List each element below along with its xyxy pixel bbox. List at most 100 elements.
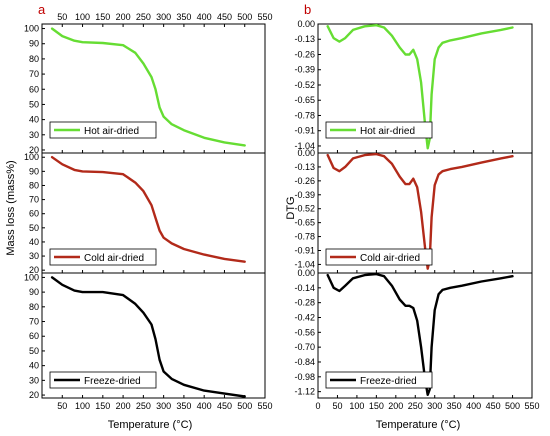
- legend-box: [49, 371, 157, 389]
- y-tick-label: -0.42: [294, 312, 315, 322]
- x-tick-label: 450: [217, 401, 232, 411]
- x-tick-label: 250: [408, 401, 423, 411]
- panel-a-freeze-dried: 20 30 40 50 60 70 80 90 100 50 100 150 200 250 300 350 4…: [24, 272, 273, 411]
- series-line-b-cold-air-dried: [326, 152, 514, 270]
- x-tick-label: 250: [136, 401, 151, 411]
- panel-a-hot-air-dried: 20 30 40 50 60 70 80 90 100 50 100 150 200 250 300 350 4…: [24, 12, 273, 155]
- y-tick-label: 20: [29, 145, 39, 155]
- x-tick-label: 100: [75, 401, 90, 411]
- x-tick-label: 400: [197, 401, 212, 411]
- x-tick-label: 500: [237, 401, 252, 411]
- y-tick-label: -0.70: [294, 342, 315, 352]
- y-tick-label: 60: [29, 331, 39, 341]
- legend-box: [325, 248, 433, 266]
- x-tick-label: 200: [388, 401, 403, 411]
- legend-box: [325, 371, 433, 389]
- x-tick-label: 300: [156, 401, 171, 411]
- y-tick-label: 30: [29, 251, 39, 261]
- y-tick-label: 40: [29, 115, 39, 125]
- plot-frame: [317, 272, 533, 399]
- x-tick-label-top: 400: [197, 12, 212, 22]
- x-tick-label: 350: [176, 401, 191, 411]
- right-y-axis-title: DTG: [285, 196, 297, 219]
- y-tick-label: -0.39: [294, 190, 315, 200]
- x-tick-label: 550: [257, 401, 272, 411]
- y-tick-label: 0.00: [297, 148, 315, 158]
- y-tick-label: 0.00: [297, 268, 315, 278]
- x-tick-label: 50: [57, 401, 67, 411]
- y-tick-label: 70: [29, 195, 39, 205]
- y-tick-label: -0.65: [294, 218, 315, 228]
- panel-b-cold-air-dried: 0.00 -0.13 -0.26 -0.39 -0.52 -0.65 -0.78 -0.91 -…: [294, 148, 533, 274]
- x-tick-label: 450: [486, 401, 501, 411]
- x-tick-label-top: 550: [257, 12, 272, 22]
- y-tick-label: 100: [24, 24, 39, 34]
- y-tick-label: -0.26: [294, 49, 315, 59]
- y-tick-label: 60: [29, 84, 39, 94]
- legend-label: Freeze-dried: [84, 376, 141, 387]
- legend-box: [49, 248, 157, 266]
- y-tick-label: 40: [29, 361, 39, 371]
- y-tick-label: -0.26: [294, 176, 315, 186]
- x-tick-label-top: 50: [57, 12, 67, 22]
- x-tick-label: 200: [116, 401, 131, 411]
- x-tick-label-top: 100: [75, 12, 90, 22]
- y-tick-label: -0.65: [294, 95, 315, 105]
- y-tick-label: 70: [29, 317, 39, 327]
- y-tick-label: -0.13: [294, 162, 315, 172]
- series-line-a-cold-air-dried: [50, 155, 246, 263]
- y-tick-label: -0.78: [294, 232, 315, 242]
- y-tick-label: 60: [29, 209, 39, 219]
- left-x-axis-title: Temperature (°C): [108, 419, 192, 431]
- x-tick-label: 150: [95, 401, 110, 411]
- x-tick-label: 550: [524, 401, 539, 411]
- x-tick-label-top: 350: [176, 12, 191, 22]
- left-y-axis-title: Mass loss (mass%): [5, 160, 17, 255]
- y-tick-label: 90: [29, 39, 39, 49]
- legend-label: Cold air-dried: [84, 253, 144, 264]
- y-tick-label: 30: [29, 130, 39, 140]
- x-tick-label-top: 500: [237, 12, 252, 22]
- x-tick-label-top: 450: [217, 12, 232, 22]
- y-tick-label: -0.52: [294, 80, 315, 90]
- panel-b-hot-air-dried: 0.00 -0.13 -0.26 -0.39 -0.52 -0.65 -0.78 -0.91 -…: [294, 19, 533, 154]
- y-tick-label: -0.56: [294, 327, 315, 337]
- right-x-axis-title: Temperature (°C): [376, 419, 460, 431]
- y-tick-label: -0.13: [294, 34, 315, 44]
- y-tick-label: -0.78: [294, 110, 315, 120]
- legend-label: Hot air-dried: [360, 126, 415, 137]
- y-tick-label: 50: [29, 99, 39, 109]
- y-tick-label: 70: [29, 69, 39, 79]
- y-tick-label: 80: [29, 302, 39, 312]
- x-tick-label: 300: [427, 401, 442, 411]
- series-line-b-hot-air-dried: [326, 24, 514, 150]
- legend-box: [325, 121, 433, 139]
- x-tick-label-top: 200: [116, 12, 131, 22]
- y-tick-label: -1.04: [294, 141, 315, 151]
- x-tick-label: 150: [369, 401, 384, 411]
- x-tick-label-top: 150: [95, 12, 110, 22]
- y-tick-label: -0.28: [294, 298, 315, 308]
- y-tick-label: 20: [29, 265, 39, 275]
- y-tick-label: 100: [24, 152, 39, 162]
- legend-label: Freeze-dried: [360, 376, 417, 387]
- x-tick-label-top: 250: [136, 12, 151, 22]
- y-tick-label: 30: [29, 375, 39, 385]
- series-line-a-hot-air-dried: [50, 27, 246, 147]
- legend-label: Hot air-dried: [84, 126, 139, 137]
- y-tick-label: 20: [29, 390, 39, 400]
- y-tick-label: 40: [29, 237, 39, 247]
- y-tick-label: -0.91: [294, 246, 315, 256]
- y-tick-label: -1.04: [294, 259, 315, 269]
- y-tick-label: 50: [29, 346, 39, 356]
- x-tick-label-top: 300: [156, 12, 171, 22]
- y-tick-label: -0.39: [294, 65, 315, 75]
- y-tick-label: -1.12: [294, 387, 315, 397]
- y-tick-label: -0.52: [294, 204, 315, 214]
- y-tick-label: 50: [29, 223, 39, 233]
- y-tick-label: -0.14: [294, 283, 315, 293]
- y-tick-label: 90: [29, 287, 39, 297]
- y-tick-label: 100: [24, 272, 39, 282]
- series-line-b-freeze-dried: [326, 272, 514, 396]
- series-line-a-freeze-dried: [50, 276, 246, 398]
